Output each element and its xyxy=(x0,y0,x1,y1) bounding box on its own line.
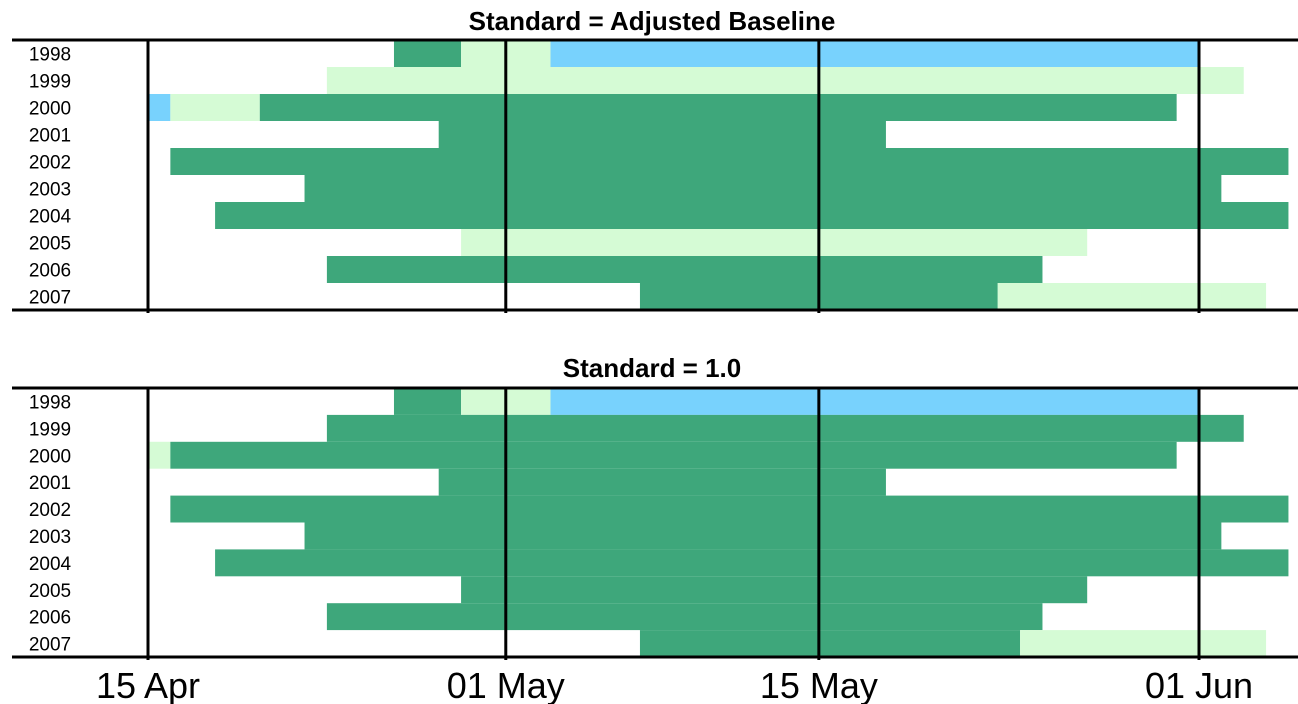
bar-segment xyxy=(259,94,1177,121)
bar-segment xyxy=(326,603,1043,631)
year-label: 2003 xyxy=(29,527,71,548)
bar-segment xyxy=(215,202,1289,229)
bar-segment xyxy=(326,67,1244,94)
x-tick-label: 15 May xyxy=(760,665,878,704)
bar-segment xyxy=(461,229,1088,256)
year-label: 2002 xyxy=(29,500,71,521)
bar-segment xyxy=(393,388,462,415)
year-label: 2007 xyxy=(29,288,71,309)
x-tick-label: 15 Apr xyxy=(96,665,200,704)
bar-segment xyxy=(550,388,1199,415)
bar-segment xyxy=(997,283,1267,310)
bar-segment xyxy=(215,549,1289,577)
bar-segment xyxy=(304,175,1222,202)
bar-segment xyxy=(393,40,462,67)
bar-segment xyxy=(326,414,1244,442)
year-label: 2007 xyxy=(29,635,71,656)
bar-segment xyxy=(1020,630,1267,657)
year-label: 1999 xyxy=(29,419,71,440)
year-label: 2004 xyxy=(29,554,72,575)
year-label: 2006 xyxy=(29,608,71,629)
year-label: 2002 xyxy=(29,153,71,174)
bar-segment xyxy=(148,94,171,121)
year-label: 2000 xyxy=(29,99,71,120)
x-tick-label: 01 Jun xyxy=(1145,665,1253,704)
bar-segment xyxy=(170,148,1289,175)
panel-title: Standard = 1.0 xyxy=(563,353,741,383)
year-label: 2005 xyxy=(29,234,71,255)
bar-segment xyxy=(170,441,1177,469)
bar-segment xyxy=(304,522,1222,550)
year-label: 2003 xyxy=(29,180,71,201)
bar-segment xyxy=(639,630,1021,657)
year-label: 2001 xyxy=(29,473,71,494)
year-label: 2001 xyxy=(29,126,71,147)
panel-title: Standard = Adjusted Baseline xyxy=(469,6,836,36)
bar-segment xyxy=(461,576,1088,604)
bar-segment xyxy=(550,40,1199,67)
x-tick-label: 01 May xyxy=(447,665,565,704)
year-label: 2004 xyxy=(29,207,72,228)
bar-segment xyxy=(170,94,260,121)
bar-segment xyxy=(148,441,171,469)
bar-segment xyxy=(438,468,886,496)
year-label: 1998 xyxy=(29,392,71,413)
year-label: 1998 xyxy=(29,45,71,66)
year-label: 1999 xyxy=(29,72,71,93)
bar-segment xyxy=(438,121,886,148)
year-label: 2005 xyxy=(29,581,71,602)
year-label: 2006 xyxy=(29,261,71,282)
bar-segment xyxy=(326,256,1043,283)
year-label: 2000 xyxy=(29,446,71,467)
bar-segment xyxy=(170,495,1289,523)
